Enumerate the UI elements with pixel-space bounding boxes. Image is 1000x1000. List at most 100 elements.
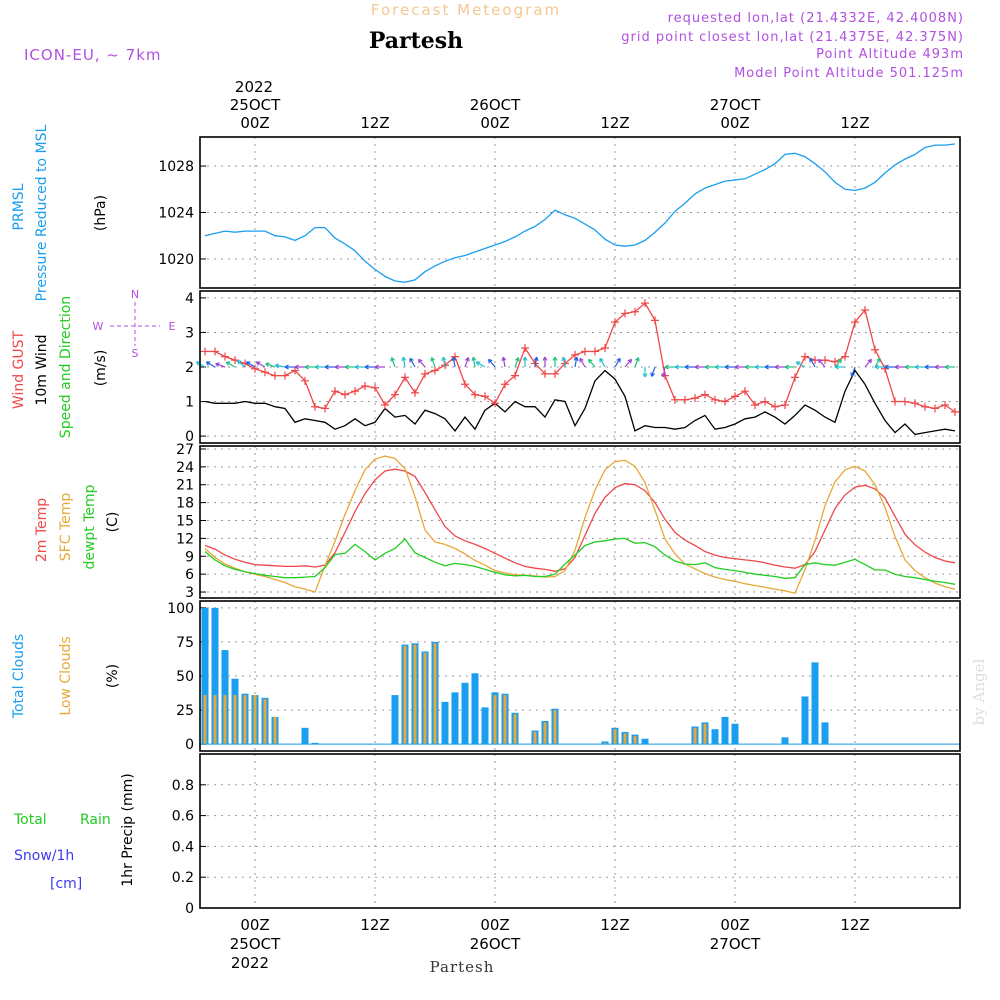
precip-ytick-label: 0 bbox=[185, 901, 194, 917]
arrow-shaft bbox=[534, 357, 538, 368]
gust-marker bbox=[791, 373, 799, 382]
compass-w: W bbox=[93, 320, 104, 333]
arrow-head bbox=[837, 358, 843, 364]
gust-marker bbox=[361, 382, 369, 390]
arrow-head bbox=[294, 364, 299, 370]
arrow-shaft bbox=[275, 364, 286, 368]
wind-direction-arrow bbox=[944, 364, 955, 370]
arrow-head bbox=[934, 364, 939, 370]
wind-labels: Wind GUST 10m Wind Speed and Direction (… bbox=[11, 288, 176, 438]
wind-direction-arrow bbox=[714, 364, 725, 370]
wind-direction-arrow bbox=[409, 357, 416, 368]
precip-ytick-label: 0.4 bbox=[172, 839, 194, 855]
arrow-head bbox=[441, 356, 447, 362]
arrow-shaft bbox=[502, 357, 506, 368]
arrow-head bbox=[542, 356, 548, 361]
precip-label-cm: [cm] bbox=[50, 876, 82, 892]
arrow-head bbox=[764, 364, 769, 370]
gust-marker bbox=[951, 407, 959, 416]
arrow-head bbox=[430, 357, 435, 362]
bottom-hour-label: 12Z bbox=[600, 916, 629, 934]
arrow-head bbox=[704, 364, 709, 370]
clouds-ytick-label: 100 bbox=[167, 601, 194, 617]
low-cloud-bar bbox=[493, 695, 497, 745]
bottom-hour-label: 12Z bbox=[840, 916, 869, 934]
clouds-ytick-label: 25 bbox=[176, 703, 194, 719]
low-cloud-bar bbox=[693, 727, 697, 745]
wind-frame bbox=[199, 290, 961, 444]
gust-marker bbox=[731, 392, 739, 401]
wind-direction-arrow bbox=[642, 367, 648, 378]
panel-precip: 0 0.2 0.4 0.6 0.8 bbox=[172, 753, 961, 917]
gust-marker bbox=[261, 368, 269, 377]
wind-direction-arrow bbox=[245, 361, 256, 368]
arrow-shaft bbox=[236, 360, 246, 368]
arrow-head bbox=[475, 361, 481, 366]
temp-labels: 2m Temp SFC Temp dewpt Temp (C) bbox=[34, 484, 121, 569]
arrow-head bbox=[522, 356, 528, 361]
wind-direction-arrow bbox=[390, 357, 396, 368]
model-label: ICON-EU, ~ 7km bbox=[24, 46, 162, 64]
wind-direction-arrow bbox=[864, 358, 873, 368]
arrow-head bbox=[314, 364, 319, 370]
gust-marker bbox=[641, 299, 649, 308]
arrow-head bbox=[579, 357, 584, 363]
arrow-shaft bbox=[226, 361, 236, 368]
wind-series-10m-wind bbox=[204, 369, 956, 436]
wind-ytick-label: 1 bbox=[185, 395, 194, 411]
temp-ytick-label: 12 bbox=[176, 531, 194, 547]
gust-marker bbox=[401, 373, 409, 382]
arrow-shaft bbox=[409, 358, 416, 368]
wind-direction-arrow bbox=[754, 364, 765, 370]
gust-marker bbox=[521, 344, 529, 352]
panel-wind: 0 1 2 3 4 bbox=[185, 290, 961, 445]
wind-direction-arrow bbox=[475, 361, 486, 368]
temp-ytick-label: 18 bbox=[176, 496, 194, 512]
total-cloud-bar bbox=[441, 701, 449, 745]
low-cloud-bar bbox=[433, 643, 437, 745]
arrow-shaft bbox=[488, 358, 496, 368]
clouds-ytick-label: 0 bbox=[185, 737, 194, 753]
arrow-head bbox=[894, 364, 899, 370]
gust-marker bbox=[671, 395, 679, 404]
wind-direction-arrow bbox=[284, 364, 295, 370]
gust-marker bbox=[221, 352, 229, 361]
chart-title: Forecast Meteogram bbox=[371, 1, 561, 19]
wind-direction-arrow bbox=[774, 364, 785, 370]
arrow-shaft bbox=[256, 361, 266, 368]
arrow-head bbox=[924, 364, 929, 370]
arrow-head bbox=[324, 364, 329, 370]
temp-ytick-label: 21 bbox=[176, 478, 194, 494]
gust-marker bbox=[281, 371, 289, 380]
arrow-head bbox=[744, 364, 749, 370]
arrow-head bbox=[664, 364, 669, 370]
temp-series-sfc-temp bbox=[204, 455, 956, 594]
arrow-head bbox=[874, 364, 879, 370]
arrow-head bbox=[501, 356, 507, 362]
wind-direction-arrow bbox=[487, 358, 496, 368]
total-cloud-bar bbox=[711, 729, 719, 745]
low-cloud-bar bbox=[533, 731, 537, 745]
wind-direction-arrow bbox=[205, 361, 216, 368]
arrow-head bbox=[587, 358, 593, 364]
wind-direction-arrow bbox=[441, 356, 447, 368]
low-cloud-bar bbox=[423, 652, 427, 745]
gust-marker bbox=[601, 344, 609, 352]
gust-marker bbox=[551, 369, 559, 378]
low-cloud-bar bbox=[213, 695, 217, 745]
wind-direction-arrow bbox=[599, 357, 606, 368]
total-cloud-bar bbox=[811, 662, 819, 745]
arrow-shaft bbox=[562, 357, 566, 368]
arrow-head bbox=[784, 364, 789, 370]
temp-series-dewpt-temp bbox=[204, 537, 956, 585]
low-cloud-bar bbox=[263, 699, 267, 745]
arrow-shaft bbox=[391, 357, 396, 368]
compass-e: E bbox=[169, 320, 176, 333]
precip-ytick-label: 0.6 bbox=[172, 809, 194, 825]
top-date-label: 26OCT bbox=[470, 96, 521, 114]
arrow-head bbox=[225, 361, 231, 366]
point-altitude: Point Altitude 493m bbox=[816, 47, 964, 62]
bottom-station-name: Partesh bbox=[430, 958, 495, 976]
pressure-frame bbox=[199, 136, 961, 289]
